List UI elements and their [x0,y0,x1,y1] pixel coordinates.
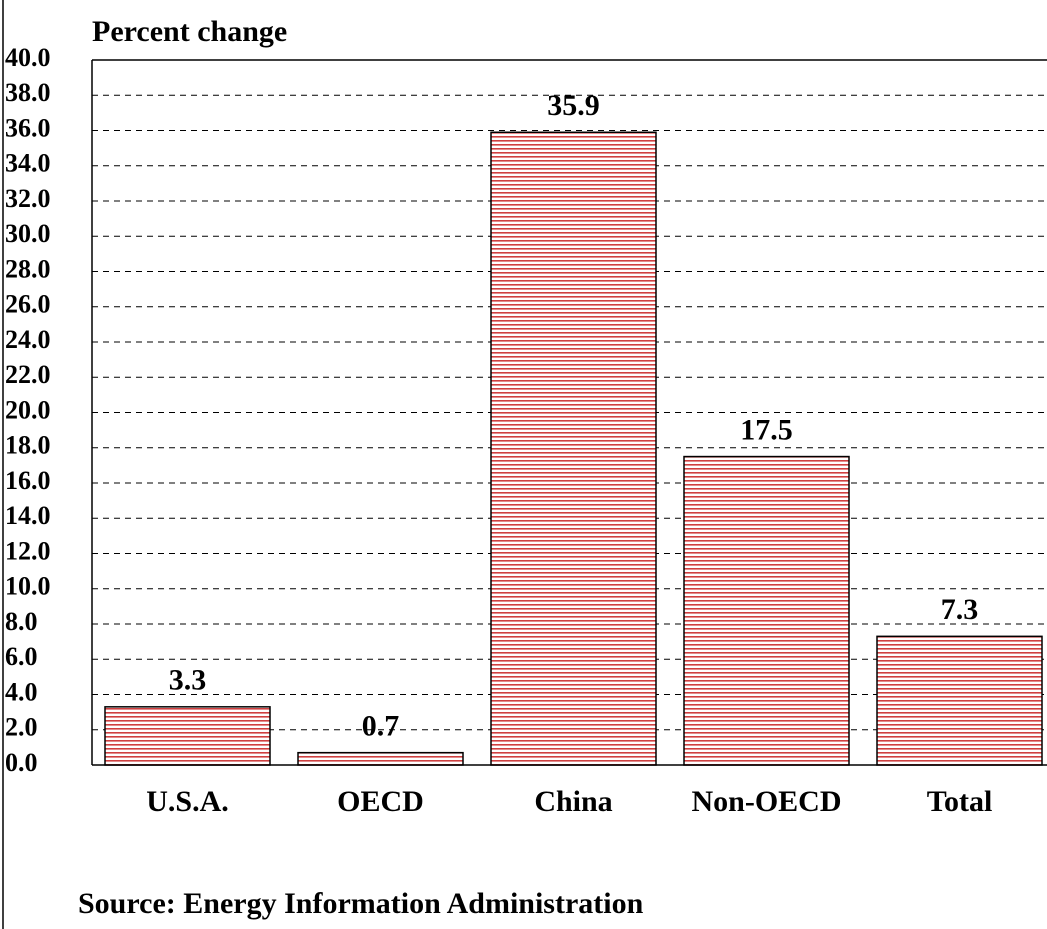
y-tick-label: 36.0 [5,113,51,142]
x-tick-label: OECD [337,785,424,818]
bar [683,455,850,766]
y-tick-label: 34.0 [5,149,51,178]
value-label: 0.7 [362,710,400,743]
y-tick-label: 2.0 [5,713,38,742]
y-tick-label: 18.0 [5,431,51,460]
y-axis-label: Percent change [92,15,287,48]
y-tick-label: 38.0 [5,78,51,107]
bar [876,635,1043,766]
y-tick-label: 12.0 [5,536,51,565]
y-tick-label: 0.0 [5,748,38,777]
y-tick-label: 10.0 [5,572,51,601]
y-tick-label: 22.0 [5,360,51,389]
x-tick-label: Non-OECD [691,785,841,818]
value-label: 7.3 [941,593,979,626]
y-tick-label: 6.0 [5,642,38,671]
x-tick-label: U.S.A. [146,785,229,818]
x-tick-label: Total [927,785,993,818]
bar [104,706,271,766]
y-tick-label: 20.0 [5,395,51,424]
x-tick-label: China [534,785,612,818]
y-tick-label: 30.0 [5,219,51,248]
y-tick-label: 40.0 [5,43,51,72]
bar [297,751,464,766]
bar [490,131,657,766]
y-tick-label: 26.0 [5,290,51,319]
y-tick-label: 8.0 [5,607,38,636]
value-label: 3.3 [169,664,207,697]
value-label: 35.9 [547,89,600,122]
y-tick-label: 24.0 [5,325,51,354]
value-label: 17.5 [740,413,793,446]
source: Source: Energy Information Administratio… [78,887,644,920]
y-tick-label: 14.0 [5,501,51,530]
y-tick-label: 16.0 [5,466,51,495]
y-tick-label: 28.0 [5,254,51,283]
y-tick-label: 32.0 [5,184,51,213]
y-tick-label: 4.0 [5,677,38,706]
